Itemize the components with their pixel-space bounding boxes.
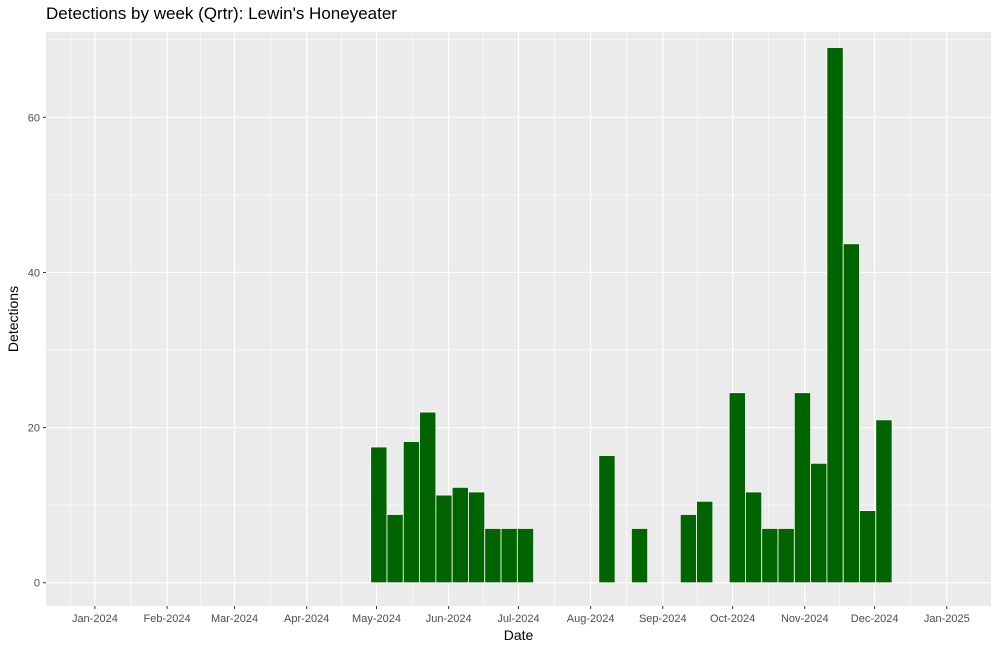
y-tick-label: 20 (28, 423, 40, 435)
x-tick-label: Jan-2025 (924, 613, 970, 625)
x-tick-label: Aug-2024 (567, 613, 615, 625)
x-tick-label: Sep-2024 (639, 613, 687, 625)
y-tick-label: 0 (34, 578, 40, 590)
bar-week-2024-08-05 (598, 455, 616, 584)
bar-week-2024-09-16 (696, 500, 714, 584)
chart-title: Detections by week (Qrtr): Lewin's Honey… (46, 4, 397, 23)
bar-week-2024-10-21 (777, 528, 795, 584)
x-tick-label: Jul-2024 (497, 613, 539, 625)
y-tick-label: 60 (28, 112, 40, 124)
y-axis-title: Detections (5, 286, 21, 352)
x-tick-label: Jun-2024 (426, 613, 472, 625)
x-tick-label: Mar-2024 (211, 613, 258, 625)
bar-week-2024-10-28 (793, 392, 812, 584)
bar-week-2024-06-03 (451, 486, 469, 584)
x-axis-title: Date (504, 627, 534, 643)
x-tick-label: Apr-2024 (284, 613, 329, 625)
bar-week-2024-11-25 (859, 510, 877, 584)
bars (370, 47, 893, 584)
x-tick-label: Dec-2024 (851, 613, 899, 625)
y-axis-ticks: 0 20 40 60 (28, 112, 46, 590)
x-tick-label: Feb-2024 (143, 613, 190, 625)
bar-week-2024-04-29 (370, 446, 388, 584)
bar-week-2024-12-02 (875, 419, 893, 584)
bar-week-2024-06-17 (484, 528, 502, 584)
bar-week-2024-11-04 (810, 462, 828, 584)
bar-week-2024-08-19 (630, 528, 649, 584)
y-tick-label: 40 (28, 267, 40, 279)
bar-week-2024-11-18 (842, 243, 860, 584)
x-tick-label: Jan-2024 (72, 613, 118, 625)
bar-week-2024-09-30 (728, 392, 746, 584)
bar-week-2024-10-14 (761, 528, 779, 584)
bar-week-2024-05-06 (386, 514, 404, 584)
bar-week-2024-09-09 (679, 514, 697, 584)
bar-week-2024-06-24 (500, 528, 518, 584)
x-tick-label: Oct-2024 (710, 613, 755, 625)
bar-week-2024-11-11 (826, 47, 844, 584)
bar-week-2024-06-10 (468, 491, 486, 584)
bar-week-2024-05-20 (419, 411, 437, 584)
bar-week-2024-05-13 (402, 441, 420, 584)
bar-week-2024-07-01 (516, 528, 535, 584)
bar-week-2024-10-07 (745, 491, 763, 584)
x-axis-ticks: Jan-2024 Feb-2024 Mar-2024 Apr-2024 May-2024… (72, 606, 970, 625)
bar-week-2024-05-27 (435, 494, 453, 584)
x-tick-label: May-2024 (352, 613, 401, 625)
x-tick-label: Nov-2024 (781, 613, 829, 625)
